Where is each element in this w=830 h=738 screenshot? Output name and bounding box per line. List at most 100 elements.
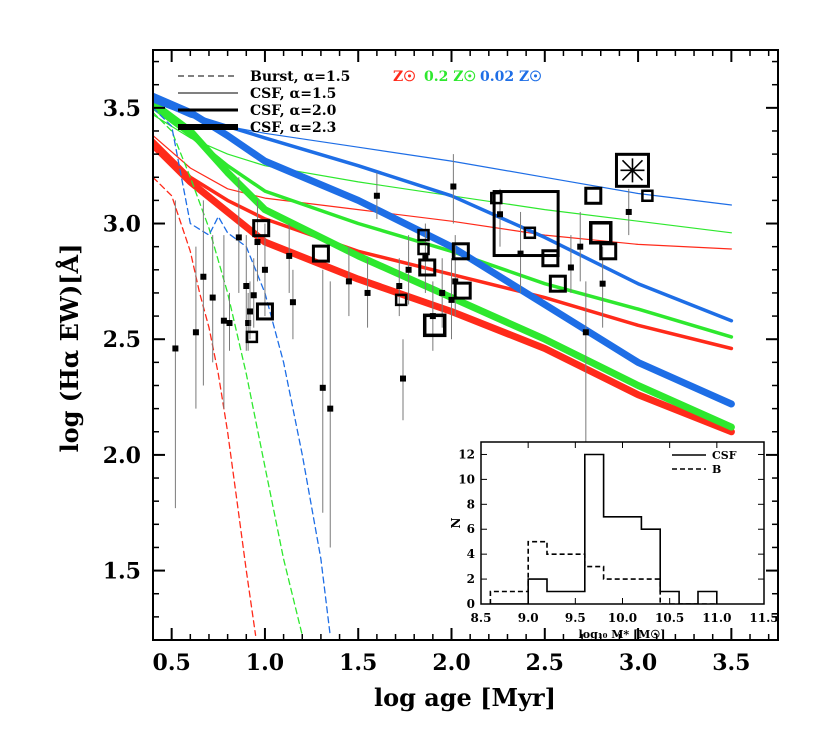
inset-legend: CSF B bbox=[672, 449, 737, 476]
data-point-31 bbox=[567, 264, 574, 271]
histogram-csf bbox=[490, 453, 718, 604]
main-axes: 0.5 1.0 1.5 2.0 2.5 3.0 3.5 1.5 2.0 2.5 3.0 3.5 bbox=[103, 50, 778, 676]
legend-label-burst: Burst, α=1.5 bbox=[250, 69, 350, 85]
legend-label-csf-15: CSF, α=1.5 bbox=[250, 86, 336, 102]
inset-legend-label-b: B bbox=[712, 463, 721, 476]
box-marker-9 bbox=[451, 242, 470, 261]
data-point-16 bbox=[327, 405, 334, 412]
box-marker-3 bbox=[311, 244, 330, 263]
plot-frame bbox=[152, 49, 779, 641]
box-marker-15 bbox=[584, 186, 603, 205]
series-line-5 bbox=[153, 99, 735, 431]
x-axis-title: log age [Myr] bbox=[374, 683, 556, 712]
y-tick-label-0: 1.5 bbox=[103, 559, 141, 585]
data-point-28 bbox=[452, 278, 459, 285]
data-point-21 bbox=[400, 375, 406, 382]
special-box-marker bbox=[614, 152, 650, 188]
data-point-29 bbox=[497, 211, 504, 218]
data-point-30 bbox=[517, 250, 524, 257]
data-point-18 bbox=[364, 289, 371, 296]
inset-x-tick-label-3: 10.0 bbox=[608, 611, 637, 625]
x-tick-label-3: 2.0 bbox=[432, 650, 470, 676]
series-line-11 bbox=[153, 107, 331, 637]
legend: Burst, α=1.5 CSF, α=1.5 CSF, α=2.0 CSF, … bbox=[178, 69, 542, 136]
inset-legend-label-csf: CSF bbox=[712, 449, 737, 462]
box-marker-12 bbox=[523, 226, 537, 240]
data-point-2 bbox=[200, 273, 207, 280]
data-point-35 bbox=[625, 208, 632, 215]
inset-y-tick-label-4: 8 bbox=[467, 497, 475, 511]
data-point-9 bbox=[247, 308, 254, 315]
x-tick-label-1: 1.0 bbox=[246, 650, 284, 676]
series-line-2 bbox=[153, 141, 735, 436]
inset-y-tick-label-6: 12 bbox=[458, 447, 475, 461]
inset-bars bbox=[489, 453, 718, 604]
box-marker-1 bbox=[252, 219, 271, 238]
inset-x-tick-label-6: 11.5 bbox=[749, 611, 778, 625]
inset-x-tick-label-5: 11.0 bbox=[702, 611, 731, 625]
data-point-32 bbox=[577, 243, 584, 250]
y-axis-title: log (Hα EW)[Å] bbox=[55, 243, 84, 452]
inset-x-tick-label-0: 8.5 bbox=[471, 611, 492, 625]
data-point-27 bbox=[450, 183, 457, 190]
inset-x-tick-label-1: 9.0 bbox=[518, 611, 539, 625]
data-point-3 bbox=[209, 294, 216, 301]
y-tick-label-1: 2.0 bbox=[103, 443, 141, 469]
series-line-1 bbox=[153, 138, 734, 351]
legend-label-csf-23: CSF, α=2.3 bbox=[250, 120, 336, 136]
inset-histogram: 8.5 9.0 9.5 10.0 10.5 11.0 11.5 0 2 4 6 8 10 12 log₁₀… bbox=[449, 441, 779, 641]
x-tick-label-5: 3.0 bbox=[619, 650, 657, 676]
x-tick-label-6: 3.5 bbox=[712, 650, 750, 676]
data-point-25 bbox=[439, 289, 446, 296]
x-tick-label-0: 0.5 bbox=[153, 650, 191, 676]
data-point-1 bbox=[192, 329, 199, 336]
x-tick-label-4: 2.5 bbox=[526, 650, 564, 676]
box-marker-5 bbox=[417, 228, 430, 242]
data-point-5 bbox=[226, 320, 233, 327]
special-asterisk-marker bbox=[620, 158, 645, 183]
legend-metallicity-solar: Z☉ bbox=[393, 69, 416, 85]
inset-y-tick-label-2: 4 bbox=[467, 547, 475, 561]
inset-x-tick-label-2: 9.5 bbox=[565, 611, 586, 625]
series-line-10 bbox=[153, 111, 303, 637]
box-marker-4 bbox=[394, 293, 408, 307]
data-point-8 bbox=[245, 320, 252, 327]
legend-metallicity-002: 0.02 Z☉ bbox=[480, 69, 542, 85]
data-points bbox=[172, 152, 654, 548]
data-point-6 bbox=[235, 234, 242, 241]
data-point-4 bbox=[220, 317, 227, 324]
inset-x-axis-title: log₁₀ M* [M☉] bbox=[579, 628, 666, 641]
data-point-0 bbox=[172, 345, 179, 352]
series-line-8 bbox=[153, 92, 735, 408]
series-line-9 bbox=[153, 176, 257, 637]
data-point-34 bbox=[599, 280, 606, 287]
legend-label-csf-20: CSF, α=2.0 bbox=[250, 103, 337, 119]
data-point-14 bbox=[289, 299, 296, 306]
box-marker-13 bbox=[541, 249, 560, 268]
x-tick-label-2: 1.5 bbox=[339, 650, 377, 676]
inset-axes: 8.5 9.0 9.5 10.0 10.5 11.0 11.5 0 2 4 6 8 10 12 bbox=[458, 442, 779, 625]
data-point-15 bbox=[319, 384, 326, 391]
box-marker-18 bbox=[641, 189, 654, 203]
y-tick-label-3: 3.0 bbox=[103, 212, 141, 238]
inset-y-axis-title: N bbox=[449, 517, 463, 528]
box-marker-14 bbox=[548, 274, 567, 293]
y-tick-label-4: 3.5 bbox=[103, 96, 141, 122]
inset-x-tick-label-4: 10.5 bbox=[655, 611, 684, 625]
box-marker-8 bbox=[422, 313, 447, 338]
box-marker-6 bbox=[417, 242, 430, 256]
box-marker-2 bbox=[255, 302, 274, 321]
data-point-23 bbox=[422, 252, 429, 259]
data-point-10 bbox=[250, 292, 257, 299]
model-curves bbox=[153, 92, 735, 637]
data-point-20 bbox=[396, 283, 403, 289]
data-point-12 bbox=[261, 266, 268, 273]
box-marker-7 bbox=[418, 258, 437, 277]
box-marker-0 bbox=[245, 330, 259, 344]
legend-metallicity-02: 0.2 Z☉ bbox=[424, 69, 476, 85]
inset-y-tick-label-5: 10 bbox=[458, 472, 475, 486]
box-marker-17 bbox=[599, 242, 618, 261]
inset-y-tick-label-1: 2 bbox=[467, 572, 475, 586]
